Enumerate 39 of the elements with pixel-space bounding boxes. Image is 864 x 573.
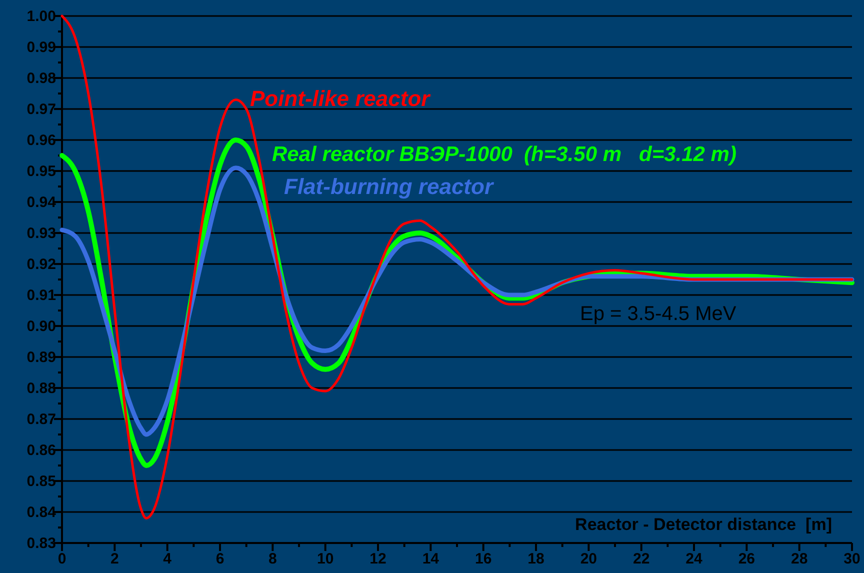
x-tick-label: 4 (163, 550, 172, 568)
x-tick-label: 22 (632, 550, 650, 568)
x-tick-label: 20 (580, 550, 598, 568)
y-tick-label: 0.88 (26, 380, 56, 397)
x-tick-label: 12 (370, 550, 386, 568)
x-tick-label: 24 (686, 550, 703, 568)
y-tick-label: 0.89 (26, 348, 56, 366)
y-tick-label: 0.87 (26, 410, 56, 428)
y-tick-label: 0.83 (26, 534, 56, 552)
x-tick-label: 14 (422, 550, 440, 568)
x-tick-label: 8 (268, 550, 277, 568)
annotation: Ep = 3.5-4.5 MeV (580, 303, 737, 325)
y-tick-label: 0.96 (26, 132, 56, 149)
y-tick-label: 0.92 (26, 256, 56, 273)
y-tick-label: 0.99 (26, 38, 56, 56)
series-label: Point-like reactor (250, 86, 432, 111)
x-tick-label: 10 (316, 550, 334, 568)
x-tick-label: 0 (58, 550, 66, 568)
y-tick-label: 1.00 (26, 8, 56, 25)
x-tick-label: 6 (216, 550, 224, 568)
y-tick-label: 0.86 (26, 442, 56, 459)
y-tick-label: 0.95 (26, 162, 56, 180)
x-tick-label: 30 (844, 550, 860, 568)
series-label: Flat-burning reactor (284, 174, 494, 199)
x-tick-label: 16 (474, 550, 492, 568)
x-axis-title: Reactor - Detector distance [m] (575, 515, 832, 534)
y-tick-label: 0.94 (26, 194, 57, 211)
y-tick-label: 0.97 (26, 100, 56, 118)
y-tick-label: 0.91 (26, 286, 56, 304)
y-tick-label: 0.98 (26, 70, 56, 87)
x-tick-label: 26 (738, 550, 756, 568)
series-label: Real reactor ВВЭР-1000 (h=3.50 m d=3.12 m) (272, 143, 736, 166)
x-tick-label: 28 (790, 550, 808, 568)
x-tick-label: 2 (110, 550, 119, 568)
x-tick-label: 18 (528, 550, 544, 568)
y-tick-label: 0.90 (26, 318, 56, 335)
y-tick-label: 0.93 (26, 224, 56, 242)
y-tick-label: 0.84 (26, 504, 57, 521)
y-tick-label: 0.85 (26, 472, 56, 490)
